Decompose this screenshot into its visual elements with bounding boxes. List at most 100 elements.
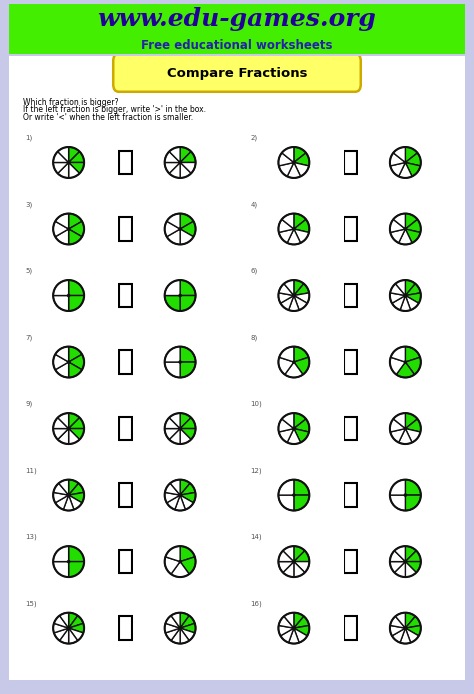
Circle shape	[68, 627, 70, 629]
Wedge shape	[69, 623, 84, 633]
Text: 14): 14)	[251, 534, 262, 541]
Wedge shape	[180, 162, 191, 178]
Wedge shape	[53, 493, 69, 503]
Bar	[119, 284, 132, 307]
Wedge shape	[53, 296, 69, 311]
Wedge shape	[55, 495, 69, 509]
Wedge shape	[58, 147, 69, 162]
Wedge shape	[405, 162, 420, 176]
Wedge shape	[180, 480, 190, 495]
Wedge shape	[294, 413, 306, 429]
Text: 13): 13)	[26, 534, 37, 541]
Wedge shape	[405, 480, 421, 495]
Wedge shape	[278, 219, 294, 232]
Wedge shape	[294, 284, 309, 296]
Wedge shape	[60, 628, 69, 643]
Wedge shape	[278, 153, 294, 166]
Wedge shape	[405, 296, 419, 310]
Wedge shape	[164, 296, 180, 311]
Wedge shape	[180, 495, 193, 509]
Text: Or write '<' when the left fraction is smaller.: Or write '<' when the left fraction is s…	[23, 113, 193, 122]
Text: 12): 12)	[251, 467, 262, 474]
Wedge shape	[180, 613, 189, 628]
Wedge shape	[294, 550, 310, 561]
Wedge shape	[400, 628, 410, 643]
Wedge shape	[60, 613, 69, 628]
Wedge shape	[294, 280, 304, 296]
Wedge shape	[390, 284, 405, 296]
Wedge shape	[399, 429, 412, 444]
FancyBboxPatch shape	[113, 53, 361, 92]
Wedge shape	[180, 296, 196, 311]
Wedge shape	[164, 493, 180, 503]
Wedge shape	[165, 483, 180, 495]
Circle shape	[404, 294, 406, 296]
Bar	[119, 550, 132, 573]
Circle shape	[68, 294, 70, 296]
Wedge shape	[58, 413, 69, 429]
Text: 11): 11)	[26, 467, 37, 474]
Wedge shape	[58, 162, 69, 178]
Bar	[344, 550, 357, 573]
Wedge shape	[175, 495, 185, 511]
Text: www.edu-games.org: www.edu-games.org	[98, 7, 376, 31]
Text: 2): 2)	[251, 135, 258, 142]
Wedge shape	[69, 480, 79, 495]
Wedge shape	[405, 153, 421, 166]
Wedge shape	[294, 628, 307, 643]
Wedge shape	[405, 214, 418, 229]
Wedge shape	[390, 495, 405, 511]
Circle shape	[293, 561, 295, 563]
Wedge shape	[294, 214, 306, 229]
Wedge shape	[287, 162, 301, 178]
Wedge shape	[282, 147, 294, 162]
Wedge shape	[64, 495, 74, 511]
Wedge shape	[69, 483, 84, 495]
Text: Compare Fractions: Compare Fractions	[167, 67, 307, 80]
Wedge shape	[393, 214, 405, 229]
Wedge shape	[54, 483, 69, 495]
Circle shape	[179, 494, 181, 496]
Wedge shape	[55, 229, 69, 244]
Wedge shape	[69, 346, 82, 362]
Wedge shape	[394, 546, 405, 561]
Wedge shape	[54, 628, 69, 641]
Wedge shape	[279, 162, 294, 176]
Wedge shape	[390, 293, 405, 303]
Text: 8): 8)	[251, 335, 258, 341]
Wedge shape	[278, 357, 294, 375]
Wedge shape	[390, 480, 405, 495]
Wedge shape	[400, 296, 410, 311]
Wedge shape	[180, 429, 191, 444]
Circle shape	[293, 428, 295, 430]
Wedge shape	[171, 613, 180, 628]
Circle shape	[179, 428, 181, 430]
Wedge shape	[53, 418, 69, 429]
Wedge shape	[180, 229, 193, 244]
Circle shape	[179, 627, 181, 629]
Wedge shape	[164, 151, 180, 162]
Wedge shape	[282, 413, 294, 429]
Bar	[344, 284, 357, 307]
Wedge shape	[294, 495, 310, 511]
FancyBboxPatch shape	[5, 49, 469, 686]
Wedge shape	[53, 429, 69, 439]
Wedge shape	[180, 147, 191, 162]
Wedge shape	[180, 162, 196, 174]
Wedge shape	[55, 214, 69, 229]
Bar	[344, 217, 357, 241]
Wedge shape	[294, 429, 309, 443]
Wedge shape	[287, 229, 301, 244]
Bar	[344, 350, 357, 373]
Wedge shape	[294, 293, 310, 303]
FancyBboxPatch shape	[0, 1, 474, 57]
Wedge shape	[69, 495, 82, 509]
Wedge shape	[294, 357, 310, 375]
Wedge shape	[69, 147, 80, 162]
Wedge shape	[69, 561, 84, 577]
Circle shape	[293, 294, 295, 296]
Circle shape	[68, 428, 70, 430]
Circle shape	[404, 494, 406, 496]
Wedge shape	[164, 557, 180, 574]
Wedge shape	[69, 296, 84, 311]
